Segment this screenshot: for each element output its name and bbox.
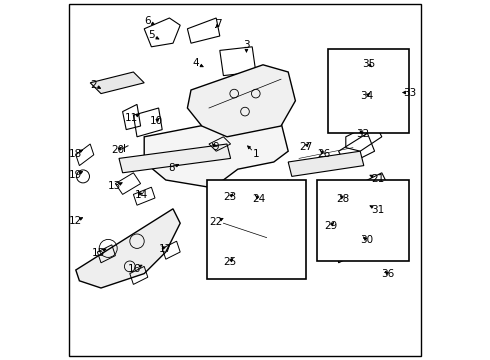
Text: 26: 26 [317, 149, 330, 159]
Text: 30: 30 [360, 235, 373, 245]
Bar [317, 180, 409, 261]
Text: 33: 33 [403, 87, 416, 98]
Text: 10: 10 [149, 116, 163, 126]
Polygon shape [76, 209, 180, 288]
Text: 36: 36 [382, 269, 395, 279]
Text: 16: 16 [128, 264, 141, 274]
Polygon shape [331, 184, 360, 263]
Text: 8: 8 [168, 163, 174, 173]
Polygon shape [288, 151, 364, 176]
Text: 4: 4 [193, 58, 199, 68]
Polygon shape [144, 115, 288, 187]
Polygon shape [119, 144, 231, 173]
Text: 22: 22 [209, 217, 222, 227]
Text: 24: 24 [252, 194, 265, 204]
Text: 13: 13 [108, 181, 122, 192]
Text: 7: 7 [216, 19, 222, 30]
Text: 6: 6 [144, 16, 150, 26]
Text: 9: 9 [212, 142, 219, 152]
Text: 31: 31 [371, 204, 384, 215]
Text: 32: 32 [356, 129, 369, 139]
Text: 17: 17 [158, 244, 172, 254]
Text: 34: 34 [360, 91, 373, 101]
Text: 14: 14 [135, 190, 148, 200]
Text: 28: 28 [337, 194, 350, 204]
Text: 29: 29 [324, 221, 337, 231]
Polygon shape [90, 72, 144, 94]
Text: 11: 11 [125, 113, 138, 123]
Polygon shape [187, 65, 295, 137]
Text: 35: 35 [362, 59, 375, 69]
Polygon shape [256, 180, 295, 274]
Text: 19: 19 [69, 170, 82, 180]
Text: 3: 3 [243, 40, 250, 50]
Text: 18: 18 [69, 149, 82, 159]
Text: 2: 2 [90, 80, 97, 90]
Bar [207, 180, 306, 279]
Text: 15: 15 [92, 248, 105, 258]
Text: 12: 12 [69, 216, 82, 226]
Text: 23: 23 [223, 192, 237, 202]
Text: 20: 20 [112, 145, 125, 155]
Text: 25: 25 [223, 257, 237, 267]
Text: 27: 27 [299, 141, 312, 152]
Text: 5: 5 [148, 30, 155, 40]
Bar [328, 49, 409, 133]
Text: 21: 21 [371, 174, 384, 184]
Text: 1: 1 [252, 149, 259, 159]
